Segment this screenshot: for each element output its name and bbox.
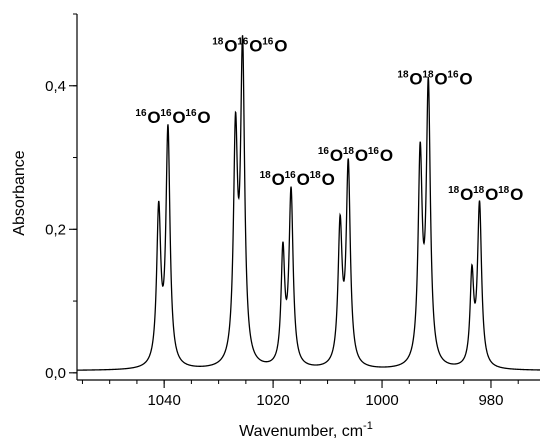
x-tick-label: 1040	[147, 392, 180, 409]
isotope-mass-number: 16	[160, 108, 172, 119]
isotope-mass-number: 18	[422, 69, 434, 80]
oxygen-symbol: O	[322, 170, 335, 189]
tick-labels: 1040 1020 1000 980 0,0 0,2 0,4	[45, 78, 503, 409]
oxygen-symbol: O	[249, 36, 262, 55]
oxygen-symbol: O	[147, 108, 160, 127]
oxygen-symbol: O	[197, 108, 210, 127]
isotope-mass-number: 18	[448, 185, 460, 196]
oxygen-symbol: O	[272, 170, 285, 189]
spectrum-line	[77, 35, 540, 371]
isotope-mass-number: 16	[262, 36, 274, 47]
isotope-label: 16 O 16 O 16 O	[135, 108, 210, 127]
peak-annotations: 16 O 16 O 16 O18 O 16 O 16 O18 O 16 O 18 O16 O 18 O 16 O18 O 1…	[135, 36, 523, 204]
x-tick-label: 1020	[256, 392, 289, 409]
isotope-mass-number: 16	[135, 108, 147, 119]
oxygen-symbol: O	[330, 146, 343, 165]
y-tick-label: 0,4	[45, 78, 66, 95]
x-axis-title: Wavenumber, cm-1	[239, 420, 373, 440]
oxygen-symbol: O	[224, 36, 237, 55]
isotope-mass-number: 18	[310, 170, 322, 181]
oxygen-symbol: O	[380, 146, 393, 165]
y-tick-label: 0,2	[45, 221, 66, 238]
oxygen-symbol: O	[460, 185, 473, 204]
isotope-mass-number: 18	[260, 170, 272, 181]
isotope-mass-number: 16	[185, 108, 197, 119]
isotope-mass-number: 18	[397, 69, 409, 80]
isotope-label: 18 O 16 O 16 O	[212, 36, 287, 55]
isotope-mass-number: 18	[212, 36, 224, 47]
oxygen-symbol: O	[485, 185, 498, 204]
isotope-label: 18 O 16 O 18 O	[260, 170, 335, 189]
isotope-mass-number: 18	[343, 146, 355, 157]
isotope-mass-number: 16	[237, 36, 249, 47]
x-tick-label: 1000	[365, 392, 398, 409]
oxygen-symbol: O	[274, 36, 287, 55]
oxygen-symbol: O	[355, 146, 368, 165]
oxygen-symbol: O	[297, 170, 310, 189]
isotope-label: 16 O 18 O 16 O	[318, 146, 393, 165]
y-axis-title: Absorbance	[11, 150, 28, 235]
oxygen-symbol: O	[409, 69, 422, 88]
y-tick-label: 0,0	[45, 365, 66, 382]
isotope-mass-number: 16	[447, 69, 459, 80]
oxygen-symbol: O	[459, 69, 472, 88]
isotope-mass-number: 18	[473, 185, 485, 196]
axes	[76, 14, 540, 381]
x-tick-label: 980	[478, 392, 503, 409]
isotope-mass-number: 16	[368, 146, 380, 157]
isotope-mass-number: 18	[498, 185, 510, 196]
isotope-label: 18 O 18 O 18 O	[448, 185, 523, 204]
isotope-mass-number: 16	[285, 170, 297, 181]
oxygen-symbol: O	[510, 185, 523, 204]
oxygen-symbol: O	[172, 108, 185, 127]
oxygen-symbol: O	[434, 69, 447, 88]
isotope-label: 18 O 18 O 16 O	[397, 69, 472, 88]
isotope-mass-number: 16	[318, 146, 330, 157]
tick-marks	[69, 13, 519, 388]
